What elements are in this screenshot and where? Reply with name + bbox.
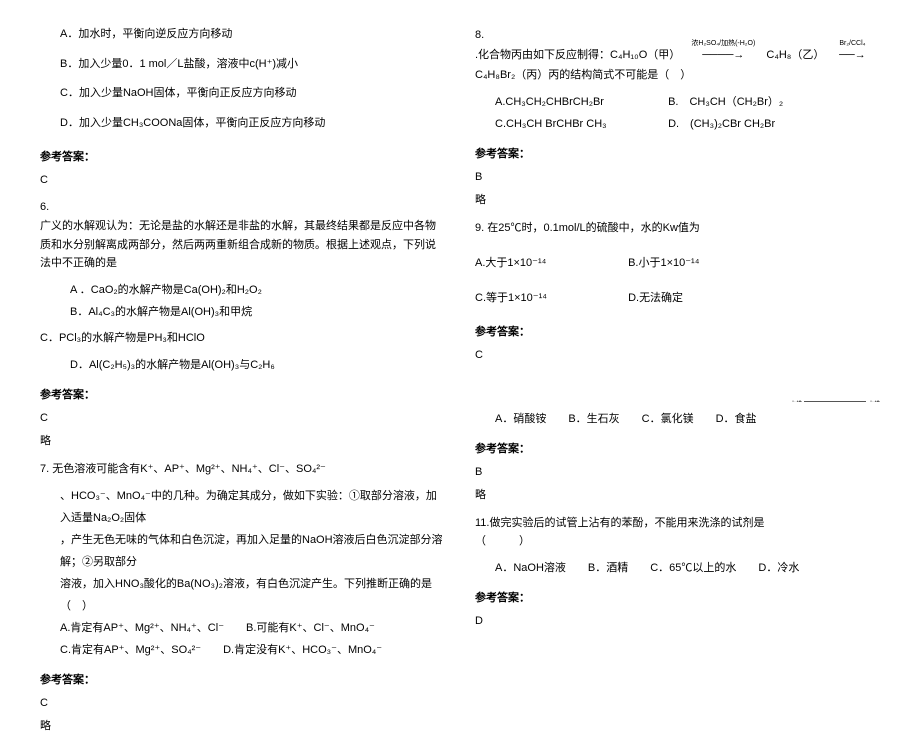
- q6-answer-label: 参考答案：: [40, 386, 445, 402]
- q10-answer-label: 参考答案：: [475, 440, 880, 456]
- q8-arrow-2: Br₂/CCl₄ ──→: [827, 46, 877, 66]
- q9-option-row-2: C.等于1×10⁻¹⁴ D.无法确定: [475, 289, 880, 308]
- q9-option-row-1: A.大于1×10⁻¹⁴ B.小于1×10⁻¹⁴: [475, 254, 880, 273]
- q8-option-a: A.CH₃CH₂CHBrCH₂Br: [495, 91, 665, 113]
- q7-answer: C: [40, 697, 445, 709]
- q8-option-row-1: A.CH₃CH₂CHBrCH₂Br B. CH₃CH（CH₂Br）₂: [495, 91, 880, 113]
- q11-answer: D: [475, 615, 880, 627]
- q5-answer-label: 参考答案：: [40, 148, 445, 164]
- q7-answer-label: 参考答案：: [40, 671, 445, 687]
- q8-option-c: C.CH₃CH BrCHBr CH₃: [495, 113, 665, 135]
- q9-option-a: A.大于1×10⁻¹⁴: [475, 254, 625, 273]
- q6-option-c: C．PCl₃的水解产物是PH₃和HClO: [40, 329, 445, 348]
- q5-option-d: D．加入少量CH₃COONa固体，平衡向正反应方向移动: [60, 115, 445, 133]
- q5-answer: C: [40, 174, 445, 186]
- q7-option-row-2: C.肯定有AP⁺、Mg²⁺、SO₄²⁻ D.肯定没有K⁺、HCO₃⁻、MnO₄⁻: [60, 639, 445, 661]
- q5-option-c: C．加入少量NaOH固体，平衡向正反应方向移动: [60, 85, 445, 103]
- q7-text-1: 7. 无色溶液可能含有K⁺、AP⁺、Mg²⁺、NH₄⁺、Cl⁻、SO₄²⁻: [40, 460, 445, 479]
- left-column: A．加水时，平衡向逆反应方向移动 B．加入少量0．1 mol／L盐酸，溶液中c(…: [40, 20, 445, 631]
- q11-answer-label: 参考答案：: [475, 589, 880, 605]
- q6-note: 略: [40, 432, 445, 448]
- right-column: 8. .化合物丙由如下反应制得：C₄H₁₀O（甲） 浓H₂SO₄/加热(-H₂O…: [475, 20, 880, 631]
- q6-answer: C: [40, 412, 445, 424]
- q5-option-b: B．加入少量0．1 mol／L盐酸，溶液中c(H⁺)减小: [60, 56, 445, 74]
- q8-option-b: B. CH₃CH（CH₂Br）₂: [668, 96, 783, 108]
- q6-option-b: B．Al₄C₃的水解产物是Al(OH)₃和甲烷: [70, 301, 445, 323]
- q9-answer: C: [475, 349, 880, 361]
- q8-arrow-2-label: Br₂/CCl₄: [827, 38, 877, 51]
- diagram-water-left-label: 水袋: [790, 400, 802, 401]
- q7-text-4: 溶液，加入HNO₃酸化的Ba(NO₃)₂溶液，有白色沉淀产生。下列推断正确的是（…: [60, 573, 445, 617]
- heating-cup-diagram: 水袋 水袋 食物 固体碎块: [790, 392, 880, 401]
- q9-option-d: D.无法确定: [628, 292, 683, 304]
- q5-option-a: A．加水时，平衡向逆反应方向移动: [60, 26, 445, 44]
- q11-options: A．NaOH溶液 B．酒精 C．65℃以上的水 D．冷水: [495, 557, 880, 579]
- q6-option-a: A ．CaO₂的水解产物是Ca(OH)₂和H₂O₂: [70, 279, 445, 301]
- q6-option-d: D．Al(C₂H₅)₃的水解产物是Al(OH)₃与C₂H₆: [70, 354, 445, 376]
- q8-answer: B: [475, 171, 880, 183]
- q8-option-d: D. (CH₃)₂CBr CH₂Br: [668, 118, 775, 130]
- q8-option-row-2: C.CH₃CH BrCHBr CH₃ D. (CH₃)₂CBr CH₂Br: [495, 113, 880, 135]
- q8-arrow-1: 浓H₂SO₄/加热(-H₂O) ────→: [683, 46, 763, 66]
- q7-text-3: ，产生无色无味的气体和白色沉淀，再加入足量的NaOH溶液后白色沉淀部分溶解；②另…: [60, 529, 445, 573]
- q11-text: 11.做完实验后的试管上沾有的苯酚，不能用来洗涤的试剂是 （ ）: [475, 514, 880, 551]
- q8-arrow-1-label: 浓H₂SO₄/加热(-H₂O): [683, 38, 763, 51]
- q8-text-2: C₄H₈（乙）: [766, 49, 824, 61]
- q10-answer: B: [475, 466, 880, 478]
- q8-note: 略: [475, 191, 880, 207]
- q10-options: A．硝酸铵 B．生石灰 C．氯化镁 D．食盐: [495, 408, 880, 430]
- q8-answer-label: 参考答案：: [475, 145, 880, 161]
- q9-text: 9. 在25℃时，0.1mol/L的硫酸中，水的Kw值为: [475, 219, 880, 238]
- q7-option-row-1: A.肯定有AP⁺、Mg²⁺、NH₄⁺、Cl⁻ B.可能有K⁺、Cl⁻、MnO₄⁻: [60, 617, 445, 639]
- q8-text: 8. .化合物丙由如下反应制得：C₄H₁₀O（甲） 浓H₂SO₄/加热(-H₂O…: [475, 26, 880, 85]
- q9-option-c: C.等于1×10⁻¹⁴: [475, 289, 625, 308]
- q6-text: 6. 广义的水解观认为：无论是盐的水解还是非盐的水解，其最终结果都是反应中各物质…: [40, 198, 445, 273]
- q7-text-2: 、HCO₃⁻、MnO₄⁻中的几种。为确定其成分，做如下实验：①取部分溶液，加入适…: [60, 485, 445, 529]
- q10-text: 水袋 水袋 食物 固体碎块 10. 右图是一个一次性加热杯的示意图。当水袋破裂时…: [475, 373, 880, 401]
- q10-note: 略: [475, 486, 880, 502]
- q9-answer-label: 参考答案：: [475, 323, 880, 339]
- diagram-water-right-label: 水袋: [868, 400, 880, 401]
- q8-text-1: 8. .化合物丙由如下反应制得：C₄H₁₀O（甲）: [475, 29, 680, 61]
- q7-note: 略: [40, 717, 445, 733]
- q8-text-3: C₄H₈Br₂（丙）丙的结构简式不可能是（ ）: [475, 69, 691, 81]
- q9-option-b: B.小于1×10⁻¹⁴: [628, 257, 699, 269]
